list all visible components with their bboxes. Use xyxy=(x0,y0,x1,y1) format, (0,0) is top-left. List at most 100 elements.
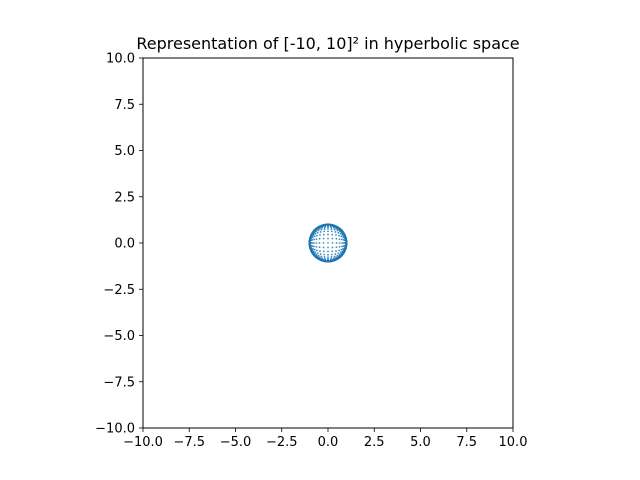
data-point xyxy=(313,248,316,251)
data-point xyxy=(319,234,321,236)
data-point xyxy=(341,242,343,244)
data-point xyxy=(313,238,315,241)
data-point xyxy=(313,235,316,238)
data-point xyxy=(340,229,342,231)
x-tick-label: −7.5 xyxy=(173,435,205,450)
data-point xyxy=(324,257,326,260)
y-axis: 10.0 7.5 5.0 2.5 0.0 −2.5 −5.0 −7.5 −10.0 xyxy=(95,52,143,437)
data-point xyxy=(317,254,320,257)
data-point xyxy=(327,257,329,260)
data-point xyxy=(330,230,333,233)
data-point xyxy=(333,228,336,231)
data-point xyxy=(327,228,329,230)
y-tick-label: −2.5 xyxy=(103,283,135,298)
y-tick-label: 0.0 xyxy=(114,237,135,252)
data-point xyxy=(323,230,326,233)
data-point xyxy=(338,245,341,248)
data-point xyxy=(338,238,341,241)
data-point xyxy=(327,256,329,258)
data-point xyxy=(335,246,338,249)
y-tick-label: −10.0 xyxy=(95,422,135,437)
plot-area xyxy=(142,57,514,429)
x-tick-label: 2.5 xyxy=(364,435,385,450)
data-point xyxy=(337,252,340,255)
y-tick-label: −5.0 xyxy=(103,329,135,344)
data-point xyxy=(341,238,343,241)
data-point xyxy=(316,234,318,237)
data-point xyxy=(337,231,340,234)
data-point xyxy=(315,230,318,233)
data-point xyxy=(318,237,321,240)
data-point xyxy=(330,228,333,231)
data-point xyxy=(312,233,315,236)
data-point xyxy=(333,255,336,258)
data-point xyxy=(323,256,326,258)
data-point xyxy=(322,233,325,236)
data-point xyxy=(319,250,321,252)
data-point xyxy=(334,231,337,233)
x-tick-label: −10.0 xyxy=(123,435,163,450)
x-tick-label: 7.5 xyxy=(456,435,477,450)
data-point xyxy=(321,257,323,259)
data-point xyxy=(316,252,319,255)
data-point xyxy=(312,250,315,253)
data-point xyxy=(312,236,314,238)
data-point xyxy=(331,237,334,240)
data-point xyxy=(338,242,341,244)
data-point xyxy=(323,228,326,231)
data-point xyxy=(312,248,314,250)
data-point xyxy=(313,245,315,248)
data-point xyxy=(331,250,334,253)
data-point xyxy=(330,256,333,258)
data-point xyxy=(331,242,334,244)
data-point xyxy=(319,253,322,255)
y-tick-label: 10.0 xyxy=(106,52,135,67)
x-tick-label: 10.0 xyxy=(499,435,528,450)
data-point xyxy=(313,242,315,244)
data-point xyxy=(327,253,329,256)
data-point xyxy=(315,238,318,241)
x-axis: −10.0 −7.5 −5.0 −2.5 0.0 2.5 5.0 7.5 10.0 xyxy=(123,428,527,450)
x-tick-label: −2.5 xyxy=(266,435,298,450)
data-point xyxy=(322,237,325,240)
x-tick-label: 0.0 xyxy=(318,435,339,450)
data-point xyxy=(323,253,326,256)
data-point xyxy=(315,253,318,256)
data-point xyxy=(327,230,329,233)
data-point xyxy=(319,231,322,233)
x-tick-label: −5.0 xyxy=(220,435,252,450)
data-point xyxy=(327,250,329,253)
data-point xyxy=(311,242,314,244)
data-point xyxy=(316,231,319,234)
y-tick-label: 7.5 xyxy=(114,98,135,113)
data-point xyxy=(330,253,333,256)
data-point xyxy=(318,256,321,259)
data-point xyxy=(315,245,318,248)
data-point xyxy=(318,242,321,244)
data-point xyxy=(322,246,325,249)
y-tick-label: −7.5 xyxy=(103,375,135,390)
data-point xyxy=(320,255,323,258)
data-point xyxy=(322,250,325,253)
data-point xyxy=(338,234,340,237)
data-point xyxy=(338,249,340,252)
data-point xyxy=(311,239,314,241)
data-point xyxy=(327,237,329,240)
data-point xyxy=(330,257,332,260)
data-point xyxy=(335,237,338,240)
chart-title: Representation of [-10, 10]² in hyperbol… xyxy=(136,34,519,53)
data-point xyxy=(315,242,318,244)
data-point xyxy=(314,232,317,235)
data-point xyxy=(335,242,338,244)
data-point xyxy=(320,228,323,231)
data-point xyxy=(316,249,318,252)
data-point xyxy=(327,233,329,236)
data-point xyxy=(318,246,321,249)
data-point xyxy=(314,251,317,254)
y-tick-label: 5.0 xyxy=(114,144,135,159)
data-point xyxy=(317,229,320,232)
data-point xyxy=(327,246,329,249)
data-point xyxy=(340,248,343,251)
data-point xyxy=(335,250,337,252)
